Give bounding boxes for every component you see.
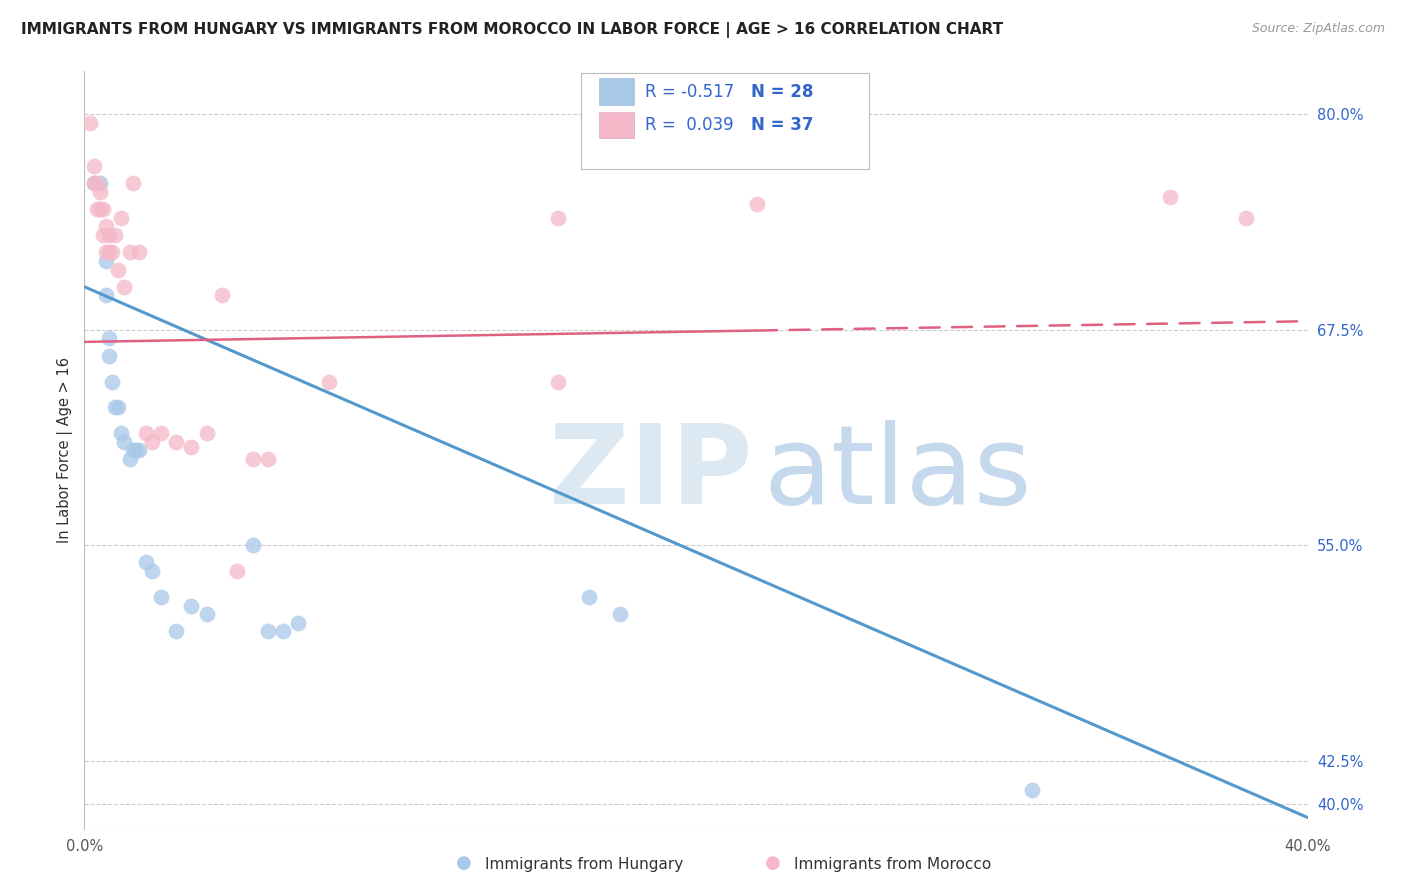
Point	[128, 245, 150, 260]
Point	[97, 331, 120, 345]
Point	[120, 245, 142, 260]
Point	[112, 434, 135, 449]
Point	[79, 116, 101, 130]
Point	[94, 219, 117, 234]
Point	[1236, 211, 1258, 225]
Point	[141, 564, 163, 578]
Text: ●: ●	[765, 855, 782, 872]
Point	[149, 426, 172, 441]
Point	[107, 262, 129, 277]
Point	[83, 177, 105, 191]
Point	[547, 375, 569, 389]
Point	[211, 288, 233, 302]
Point	[112, 279, 135, 293]
Point	[195, 607, 218, 622]
Point	[287, 615, 309, 630]
Point	[165, 624, 187, 639]
Point	[83, 177, 105, 191]
Point	[141, 434, 163, 449]
Text: R = -0.517: R = -0.517	[645, 83, 734, 101]
Point	[94, 245, 117, 260]
Point	[89, 202, 111, 217]
Text: Immigrants from Morocco: Immigrants from Morocco	[794, 857, 991, 872]
Point	[122, 177, 145, 191]
Point	[89, 177, 111, 191]
Point	[180, 440, 202, 454]
Point	[318, 375, 340, 389]
Text: N = 37: N = 37	[751, 116, 813, 134]
Point	[135, 556, 157, 570]
Text: atlas: atlas	[763, 420, 1032, 526]
Point	[101, 245, 124, 260]
Point	[107, 401, 129, 415]
Point	[110, 211, 132, 225]
Point	[125, 443, 148, 458]
Point	[226, 564, 249, 578]
Point	[165, 434, 187, 449]
Point	[110, 426, 132, 441]
Point	[135, 426, 157, 441]
Point	[180, 599, 202, 613]
Point	[128, 443, 150, 458]
Point	[195, 426, 218, 441]
Text: R =  0.039: R = 0.039	[645, 116, 734, 134]
Point	[94, 254, 117, 268]
Point	[86, 202, 108, 217]
Point	[83, 159, 105, 173]
Point	[257, 452, 280, 467]
Point	[609, 607, 631, 622]
Point	[122, 443, 145, 458]
Point	[271, 624, 294, 639]
Point	[578, 590, 600, 604]
Point	[97, 245, 120, 260]
Text: ZIP: ZIP	[550, 420, 752, 526]
Point	[242, 452, 264, 467]
Text: N = 28: N = 28	[751, 83, 813, 101]
Point	[89, 185, 111, 199]
Point	[97, 349, 120, 363]
Text: Immigrants from Hungary: Immigrants from Hungary	[485, 857, 683, 872]
Point	[242, 538, 264, 552]
Point	[97, 228, 120, 243]
Point	[94, 288, 117, 302]
Point	[101, 375, 124, 389]
Point	[104, 401, 127, 415]
Point	[1021, 783, 1043, 797]
Y-axis label: In Labor Force | Age > 16: In Labor Force | Age > 16	[58, 358, 73, 543]
Text: Source: ZipAtlas.com: Source: ZipAtlas.com	[1251, 22, 1385, 36]
Point	[149, 590, 172, 604]
Text: IMMIGRANTS FROM HUNGARY VS IMMIGRANTS FROM MOROCCO IN LABOR FORCE | AGE > 16 COR: IMMIGRANTS FROM HUNGARY VS IMMIGRANTS FR…	[21, 22, 1004, 38]
Point	[747, 197, 769, 211]
Point	[104, 228, 127, 243]
Point	[257, 624, 280, 639]
Point	[120, 452, 142, 467]
Point	[547, 211, 569, 225]
Point	[91, 202, 114, 217]
Point	[91, 228, 114, 243]
Point	[1159, 190, 1181, 204]
Point	[86, 177, 108, 191]
Text: ●: ●	[456, 855, 472, 872]
